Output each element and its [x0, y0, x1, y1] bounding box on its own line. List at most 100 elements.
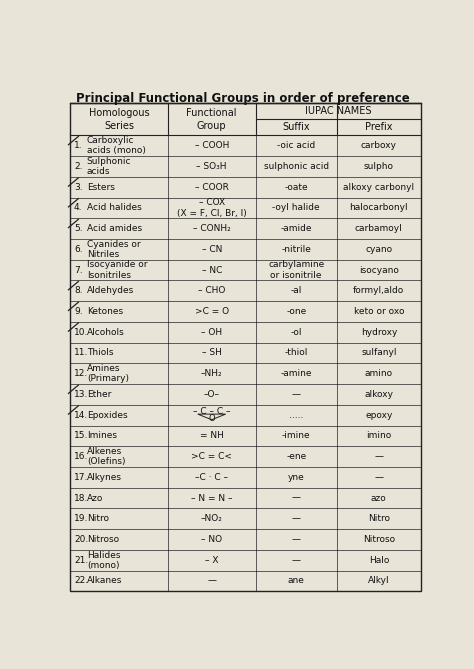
Text: —: —: [292, 494, 301, 502]
Text: 10.: 10.: [74, 328, 88, 337]
Text: Homologous
Series: Homologous Series: [89, 108, 149, 130]
Text: 7.: 7.: [74, 266, 82, 274]
Text: alkoxy carbonyl: alkoxy carbonyl: [343, 183, 414, 192]
Text: IUPAC NAMES: IUPAC NAMES: [305, 106, 372, 116]
Text: Halides
(mono): Halides (mono): [87, 551, 120, 570]
Text: Halo: Halo: [369, 556, 389, 565]
Text: Principal Functional Groups in order of preference: Principal Functional Groups in order of …: [76, 92, 410, 104]
Text: Epoxides: Epoxides: [87, 411, 128, 419]
Text: Sulphonic
acids: Sulphonic acids: [87, 157, 131, 176]
Text: cyano: cyano: [365, 245, 392, 254]
Text: hydroxy: hydroxy: [361, 328, 397, 337]
Text: Alkenes
(Olefins): Alkenes (Olefins): [87, 447, 125, 466]
Text: >C = O: >C = O: [195, 307, 229, 316]
Text: yne: yne: [288, 473, 305, 482]
Text: Isocyanide or
Isonitriles: Isocyanide or Isonitriles: [87, 260, 147, 280]
Text: 3.: 3.: [74, 183, 82, 192]
Text: – CN: – CN: [201, 245, 222, 254]
Text: Ether: Ether: [87, 390, 111, 399]
Text: 4.: 4.: [74, 203, 82, 213]
Text: 14.: 14.: [74, 411, 88, 419]
Text: epoxy: epoxy: [365, 411, 392, 419]
Text: – COOR: – COOR: [195, 183, 228, 192]
Text: -thiol: -thiol: [284, 349, 308, 357]
Text: – CONH₂: – CONH₂: [193, 224, 230, 233]
Text: 21.: 21.: [74, 556, 88, 565]
Text: carbylamine
or isonitrile: carbylamine or isonitrile: [268, 260, 324, 280]
Text: –C · C –: –C · C –: [195, 473, 228, 482]
Text: -amide: -amide: [281, 224, 312, 233]
Text: Nitroso: Nitroso: [363, 535, 395, 544]
Text: keto or oxo: keto or oxo: [354, 307, 404, 316]
Text: -ene: -ene: [286, 452, 306, 461]
Text: 18.: 18.: [74, 494, 88, 502]
Text: 11.: 11.: [74, 349, 88, 357]
Text: Amines
(Primary): Amines (Primary): [87, 364, 129, 383]
Text: Prefix: Prefix: [365, 122, 392, 132]
Text: 8.: 8.: [74, 286, 82, 295]
Text: Esters: Esters: [87, 183, 115, 192]
Text: -oic acid: -oic acid: [277, 141, 315, 151]
Text: 22.: 22.: [74, 577, 88, 585]
Text: —: —: [292, 535, 301, 544]
Text: —: —: [207, 577, 216, 585]
Text: – OH: – OH: [201, 328, 222, 337]
Text: Suffix: Suffix: [283, 122, 310, 132]
Text: Carboxylic
acids (mono): Carboxylic acids (mono): [87, 136, 146, 155]
Text: -imine: -imine: [282, 432, 310, 440]
Text: Thiols: Thiols: [87, 349, 113, 357]
Text: – NC: – NC: [201, 266, 222, 274]
Text: Alcohols: Alcohols: [87, 328, 125, 337]
Text: Alkynes: Alkynes: [87, 473, 122, 482]
Text: >C = C<: >C = C<: [191, 452, 232, 461]
Text: Aldehydes: Aldehydes: [87, 286, 134, 295]
Text: Azo: Azo: [87, 494, 103, 502]
Text: sulpho: sulpho: [364, 162, 394, 171]
Text: Nitroso: Nitroso: [87, 535, 119, 544]
Text: 20.: 20.: [74, 535, 88, 544]
Text: 5.: 5.: [74, 224, 82, 233]
Text: Acid halides: Acid halides: [87, 203, 142, 213]
Text: -oate: -oate: [284, 183, 308, 192]
Text: 1.: 1.: [74, 141, 82, 151]
Text: halocarbonyl: halocarbonyl: [349, 203, 408, 213]
Text: formyl,aldo: formyl,aldo: [353, 286, 404, 295]
Text: –NH₂: –NH₂: [201, 369, 222, 378]
Text: –O–: –O–: [204, 390, 220, 399]
Text: – COOH: – COOH: [194, 141, 229, 151]
Text: Cyanides or
Nitriles: Cyanides or Nitriles: [87, 240, 140, 259]
Text: 6.: 6.: [74, 245, 82, 254]
Text: 15.: 15.: [74, 432, 88, 440]
Text: -ol: -ol: [291, 328, 302, 337]
Text: Ketones: Ketones: [87, 307, 123, 316]
Text: -al: -al: [291, 286, 302, 295]
Text: – SO₃H: – SO₃H: [196, 162, 227, 171]
Text: – COX
(X = F, Cl, Br, I): – COX (X = F, Cl, Br, I): [177, 198, 246, 218]
Text: -one: -one: [286, 307, 306, 316]
Text: Functional
Group: Functional Group: [186, 108, 237, 130]
Text: Acid amides: Acid amides: [87, 224, 142, 233]
Text: sulphonic acid: sulphonic acid: [264, 162, 329, 171]
Text: -oyl halide: -oyl halide: [273, 203, 320, 213]
Text: O: O: [209, 414, 215, 423]
Text: Imines: Imines: [87, 432, 117, 440]
Text: –NO₂: –NO₂: [201, 514, 223, 523]
Text: .....: .....: [289, 411, 303, 419]
Text: 13.: 13.: [74, 390, 88, 399]
Text: Alkyl: Alkyl: [368, 577, 390, 585]
Text: Nitro: Nitro: [368, 514, 390, 523]
Text: Nitro: Nitro: [87, 514, 109, 523]
Text: – SH: – SH: [202, 349, 222, 357]
Text: – CHO: – CHO: [198, 286, 226, 295]
Text: —: —: [374, 452, 383, 461]
Text: azo: azo: [371, 494, 387, 502]
Text: -amine: -amine: [281, 369, 312, 378]
Text: – N = N –: – N = N –: [191, 494, 232, 502]
Text: carbamoyl: carbamoyl: [355, 224, 403, 233]
Text: = NH: = NH: [200, 432, 224, 440]
Text: —: —: [292, 556, 301, 565]
Text: isocyano: isocyano: [359, 266, 399, 274]
Text: 19.: 19.: [74, 514, 88, 523]
Text: sulfanyl: sulfanyl: [361, 349, 397, 357]
Text: 2.: 2.: [74, 162, 82, 171]
